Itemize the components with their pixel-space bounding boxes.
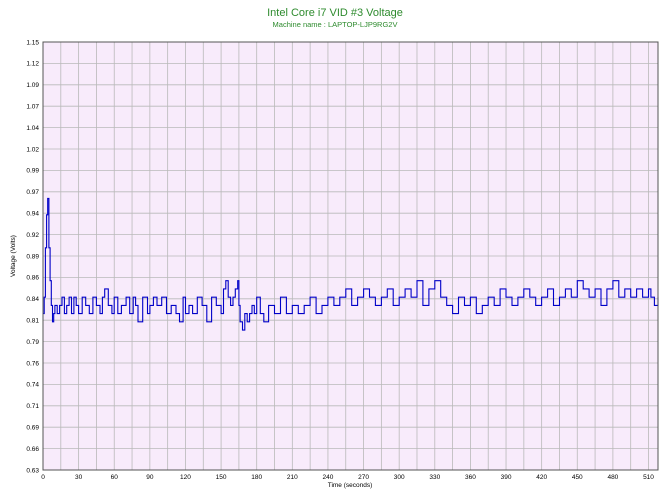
x-axis-label: Time (seconds)	[328, 482, 373, 489]
x-tick-label: 0	[41, 474, 45, 481]
x-tick-label: 120	[180, 474, 191, 481]
y-tick-label: 0.86	[26, 275, 39, 282]
y-tick-label: 1.09	[26, 82, 39, 89]
x-tick-label: 420	[536, 474, 547, 481]
grid-lines	[43, 42, 658, 470]
x-tick-label: 300	[394, 474, 405, 481]
y-tick-label: 0.89	[26, 253, 39, 260]
y-tick-label: 1.04	[26, 125, 39, 132]
y-tick-label: 0.97	[26, 189, 39, 196]
x-tick-label: 240	[323, 474, 334, 481]
x-tick-label: 180	[251, 474, 262, 481]
x-tick-label: 30	[75, 474, 83, 481]
x-tick-label: 390	[501, 474, 512, 481]
plot-frame	[42, 41, 659, 471]
y-axis-ticks: 1.15 1.12 1.09 1.07 1.04 1.02 0.99 0.97 0.94 0.92…	[26, 39, 39, 474]
voltage-series-line	[43, 197, 659, 331]
chart-title: Intel Core i7 VID #3 Voltage	[267, 7, 403, 19]
y-tick-label: 0.84	[26, 296, 39, 303]
y-tick-label: 0.71	[26, 403, 39, 410]
x-tick-label: 60	[111, 474, 119, 481]
y-tick-label: 0.94	[26, 211, 39, 218]
y-tick-label: 1.15	[26, 39, 39, 46]
y-tick-label: 0.92	[26, 232, 39, 239]
x-tick-label: 150	[216, 474, 227, 481]
y-tick-label: 0.66	[26, 446, 39, 453]
y-tick-label: 0.74	[26, 382, 39, 389]
y-tick-label: 0.76	[26, 360, 39, 367]
x-tick-label: 450	[572, 474, 583, 481]
x-tick-label: 330	[429, 474, 440, 481]
y-tick-label: 0.69	[26, 425, 39, 432]
x-tick-label: 480	[607, 474, 618, 481]
y-tick-label: 0.81	[26, 318, 39, 325]
y-tick-label: 0.63	[26, 467, 39, 474]
y-tick-label: 1.02	[26, 146, 39, 153]
chart-subtitle: Machine name : LAPTOP-LJP9RG2V	[273, 20, 398, 29]
y-tick-label: 0.79	[26, 339, 39, 346]
y-tick-label: 0.99	[26, 168, 39, 175]
y-tick-label: 1.12	[26, 61, 39, 68]
x-tick-label: 210	[287, 474, 298, 481]
x-tick-label: 360	[465, 474, 476, 481]
x-tick-label: 90	[146, 474, 154, 481]
x-axis-ticks: 0 30 60 90 120 150 180 210 240 270 300 330 360 390 420…	[41, 474, 654, 481]
x-tick-label: 270	[358, 474, 369, 481]
y-axis-label: Voltage (Volts)	[10, 235, 17, 277]
x-tick-label: 510	[643, 474, 654, 481]
y-tick-label: 1.07	[26, 104, 39, 111]
